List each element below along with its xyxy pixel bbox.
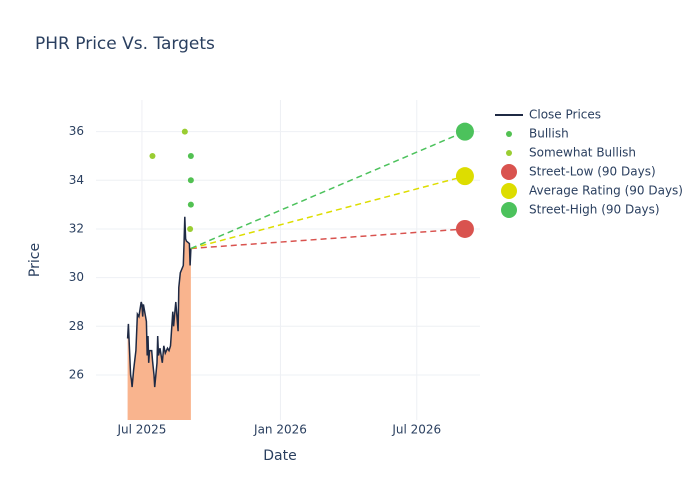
x-tick-label: Jul 2025: [117, 423, 167, 437]
y-tick-label: 36: [69, 124, 84, 138]
rating-point: [187, 152, 194, 159]
rating-point: [187, 225, 194, 232]
y-axis-title: Price: [27, 243, 43, 277]
legend-label: Street-High (90 Days): [529, 203, 660, 217]
y-tick-label: 30: [69, 270, 84, 284]
y-tick-label: 32: [69, 221, 84, 235]
target-line: [190, 175, 466, 250]
price-line: [126, 216, 192, 388]
x-tick-label: Jan 2026: [253, 423, 307, 437]
x-axis-title: Date: [263, 448, 296, 464]
legend-label: Close Prices: [529, 108, 601, 122]
target-line: [190, 228, 465, 250]
target-line: [190, 130, 466, 250]
rating-point: [187, 201, 194, 208]
legend-swatch: [501, 164, 517, 180]
legend-swatch: [501, 202, 517, 218]
legend-label: Average Rating (90 Days): [529, 184, 683, 198]
target-point: [455, 167, 474, 186]
target-point: [455, 219, 474, 238]
legend-swatch: [506, 131, 512, 137]
chart-title: PHR Price Vs. Targets: [35, 34, 215, 54]
rating-point: [181, 128, 188, 135]
legend-label: Somewhat Bullish: [529, 146, 636, 160]
price-area: [127, 216, 191, 420]
legend-label: Street-Low (90 Days): [529, 165, 656, 179]
y-tick-label: 34: [69, 173, 84, 187]
rating-point: [149, 152, 156, 159]
y-tick-label: 28: [69, 319, 84, 333]
legend-swatch: [506, 150, 512, 156]
legend-swatch: [501, 183, 517, 199]
x-tick-label: Jul 2026: [391, 423, 441, 437]
legend-label: Bullish: [529, 127, 569, 141]
target-point: [455, 122, 474, 141]
rating-point: [187, 177, 194, 184]
y-tick-label: 26: [69, 367, 84, 381]
